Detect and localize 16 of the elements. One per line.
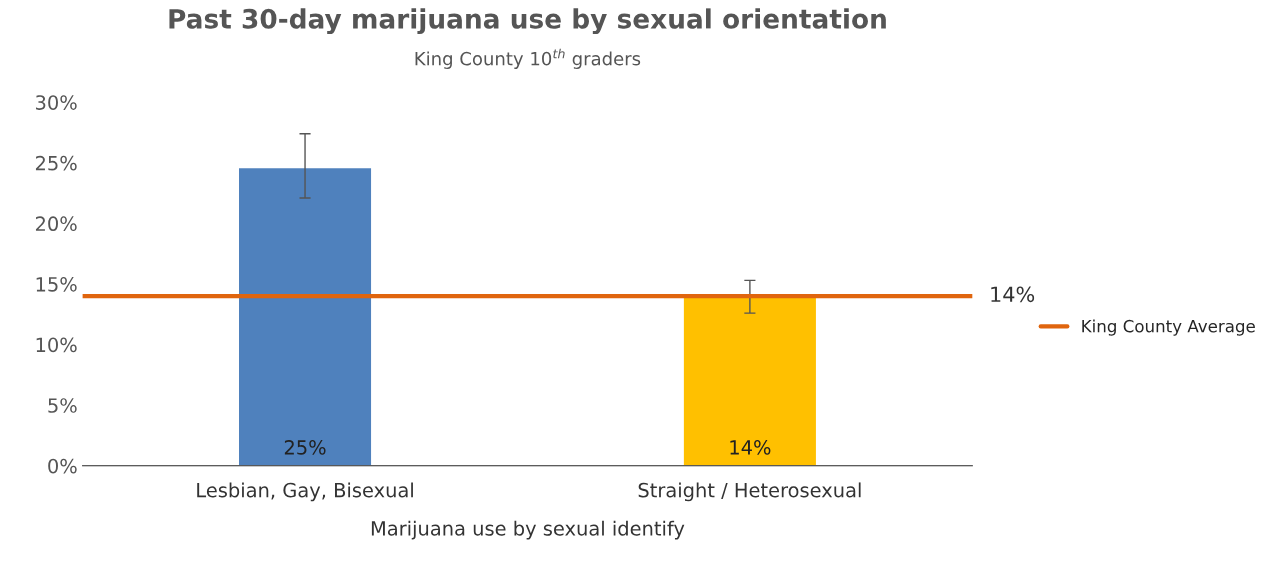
y-tick-label: 20% [35,216,77,232]
y-tick-label: 0% [48,458,77,474]
text: 14% [991,286,1035,303]
data-label: 25% [284,440,326,455]
y-tick-label: 25% [35,155,77,171]
x-tick-label: Lesbian, Gay, Bisexual [197,482,413,502]
legend-label: King County Average [1082,319,1255,336]
y-tick-label: 10% [36,337,77,353]
chart-title: Past 30-day marijuana use by sexual orientation [169,8,886,35]
chart-subtitle: King County 10$^{th}$ graders [415,48,641,69]
y-tick-label: 15% [36,276,77,292]
x-axis-title: Marijuana use by sexual identify [371,520,685,540]
x-tick-label: Straight / Heterosexual [638,482,861,502]
y-tick-label: 30% [36,95,77,110]
y-tick-label: 5% [48,398,77,413]
data-label: 14% [730,440,771,455]
